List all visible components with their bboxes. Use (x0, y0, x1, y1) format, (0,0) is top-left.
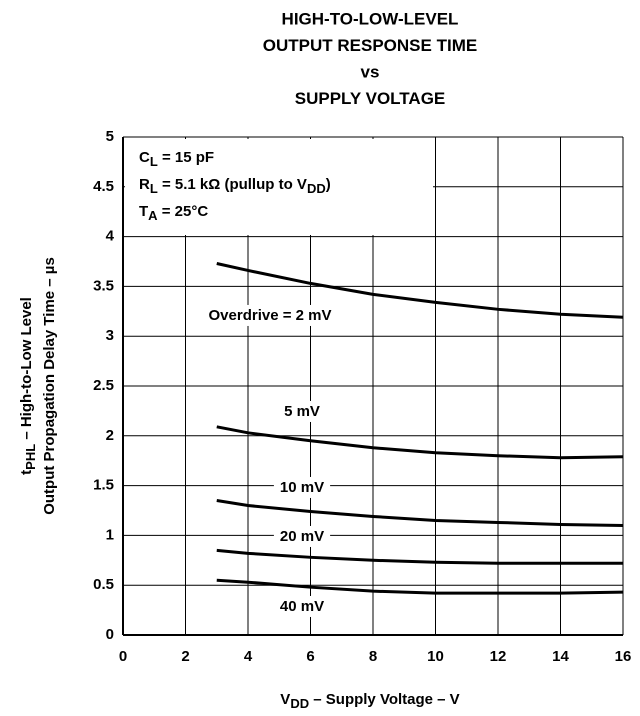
x-tick-label: 2 (181, 648, 189, 665)
y-tick-label: 5 (106, 128, 114, 145)
y-axis-label-part: Output Propagation Delay Time – µs (41, 257, 58, 515)
x-tick-label: 0 (119, 648, 127, 665)
y-axis-label: Output Propagation Delay Time – µs (41, 257, 58, 515)
annotation-part: ) (326, 176, 331, 193)
annotation-part: = 25°C (158, 203, 209, 220)
y-tick-label: 1.5 (93, 477, 114, 494)
y-axis-label-part: PHL (23, 444, 38, 470)
series-label-background (278, 400, 326, 422)
y-tick-label: 4.5 (93, 178, 114, 195)
x-tick-label: 8 (369, 648, 377, 665)
series-label-background (202, 304, 338, 326)
series-label: 40 mV (280, 598, 324, 615)
annotation-part: = 5.1 kΩ (pullup to V (158, 176, 307, 193)
annotation-part: T (139, 203, 148, 220)
y-tick-label: 3 (106, 327, 114, 344)
annotation: TA = 25°C (139, 203, 208, 223)
x-axis-label: VDD – Supply Voltage – V (280, 691, 459, 711)
chart-title: HIGH-TO-LOW-LEVEL (282, 9, 459, 28)
annotation-part: A (148, 208, 158, 223)
y-tick-label: 0.5 (93, 576, 114, 593)
series-label-background (273, 525, 331, 547)
series-label: 5 mV (284, 403, 320, 420)
series-label: 10 mV (280, 479, 324, 496)
annotation-part: R (139, 176, 150, 193)
annotation: CL = 15 pF (139, 149, 214, 169)
y-tick-label: 2 (106, 427, 114, 444)
annotation-part: C (139, 149, 150, 166)
y-axis-label-part: – High-to-Low Level (18, 297, 35, 444)
series-line (216, 548, 623, 565)
x-tick-label: 10 (427, 648, 444, 665)
chart-title: vs (361, 62, 380, 81)
chart-title: SUPPLY VOLTAGE (295, 89, 446, 108)
annotation-background (125, 139, 433, 235)
chart-title: OUTPUT RESPONSE TIME (263, 36, 477, 55)
x-axis-label-part: DD (290, 696, 309, 711)
annotation-part: L (150, 181, 158, 196)
x-axis-label-part: V (280, 691, 290, 708)
series-line (216, 262, 624, 319)
x-tick-label: 14 (552, 648, 569, 665)
annotation: RL = 5.1 kΩ (pullup to VDD) (139, 176, 331, 196)
y-axis-label: tPHL – High-to-Low Level (18, 297, 38, 475)
x-axis-label-part: – Supply Voltage – V (309, 691, 460, 708)
y-tick-label: 0 (106, 626, 114, 643)
series-label: Overdrive = 2 mV (209, 307, 332, 324)
x-tick-label: 4 (244, 648, 253, 665)
x-tick-label: 16 (615, 648, 632, 665)
annotation-part: = 15 pF (158, 149, 214, 166)
y-tick-label: 3.5 (93, 277, 114, 294)
series-line (216, 578, 624, 595)
y-tick-label: 4 (106, 228, 115, 245)
x-tick-label: 6 (306, 648, 314, 665)
series-label-background (273, 476, 331, 498)
y-tick-label: 2.5 (93, 377, 114, 394)
series-line (216, 499, 624, 527)
series-label-background (273, 595, 331, 617)
y-tick-label: 1 (106, 526, 114, 543)
annotation-part: DD (307, 181, 326, 196)
y-axis-label-part: t (18, 470, 35, 475)
x-tick-label: 12 (490, 648, 507, 665)
annotation-part: L (150, 154, 158, 169)
series-line (216, 425, 624, 460)
series-label: 20 mV (280, 528, 324, 545)
